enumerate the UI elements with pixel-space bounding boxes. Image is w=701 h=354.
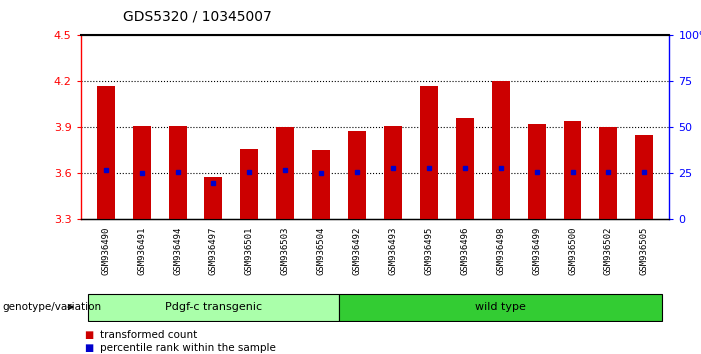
Bar [97,86,115,219]
Text: GSM936499: GSM936499 [532,227,541,275]
Bar [132,126,151,219]
Bar [168,126,186,219]
Text: GSM936503: GSM936503 [281,227,290,275]
Text: GSM936496: GSM936496 [461,227,469,275]
Text: percentile rank within the sample: percentile rank within the sample [100,343,275,353]
Text: GSM936491: GSM936491 [137,227,146,275]
Text: GSM936501: GSM936501 [245,227,254,275]
Bar [276,127,294,219]
Bar [491,81,510,219]
Bar [635,135,653,219]
Bar [88,294,339,321]
Text: GSM936504: GSM936504 [317,227,326,275]
Text: GSM936502: GSM936502 [604,227,613,275]
Bar [348,131,366,219]
Bar [384,126,402,219]
Bar [564,121,582,219]
Bar [599,127,618,219]
Bar [456,118,474,219]
Text: Pdgf-c transgenic: Pdgf-c transgenic [165,302,262,312]
Text: GSM936492: GSM936492 [353,227,362,275]
Text: GSM936497: GSM936497 [209,227,218,275]
Text: GSM936495: GSM936495 [424,227,433,275]
Text: genotype/variation: genotype/variation [2,302,101,312]
Text: GSM936505: GSM936505 [640,227,649,275]
Bar [240,149,259,219]
Bar [205,177,222,219]
Bar [339,294,662,321]
Text: GDS5320 / 10345007: GDS5320 / 10345007 [123,9,271,23]
Bar [420,86,438,219]
Bar [528,124,545,219]
Text: ■: ■ [84,330,93,339]
Text: transformed count: transformed count [100,330,197,339]
Text: GSM936490: GSM936490 [101,227,110,275]
Text: GSM936500: GSM936500 [568,227,577,275]
Text: GSM936493: GSM936493 [388,227,397,275]
Text: GSM936494: GSM936494 [173,227,182,275]
Text: GSM936498: GSM936498 [496,227,505,275]
Text: ■: ■ [84,343,93,353]
Bar [312,150,330,219]
Text: wild type: wild type [475,302,526,312]
